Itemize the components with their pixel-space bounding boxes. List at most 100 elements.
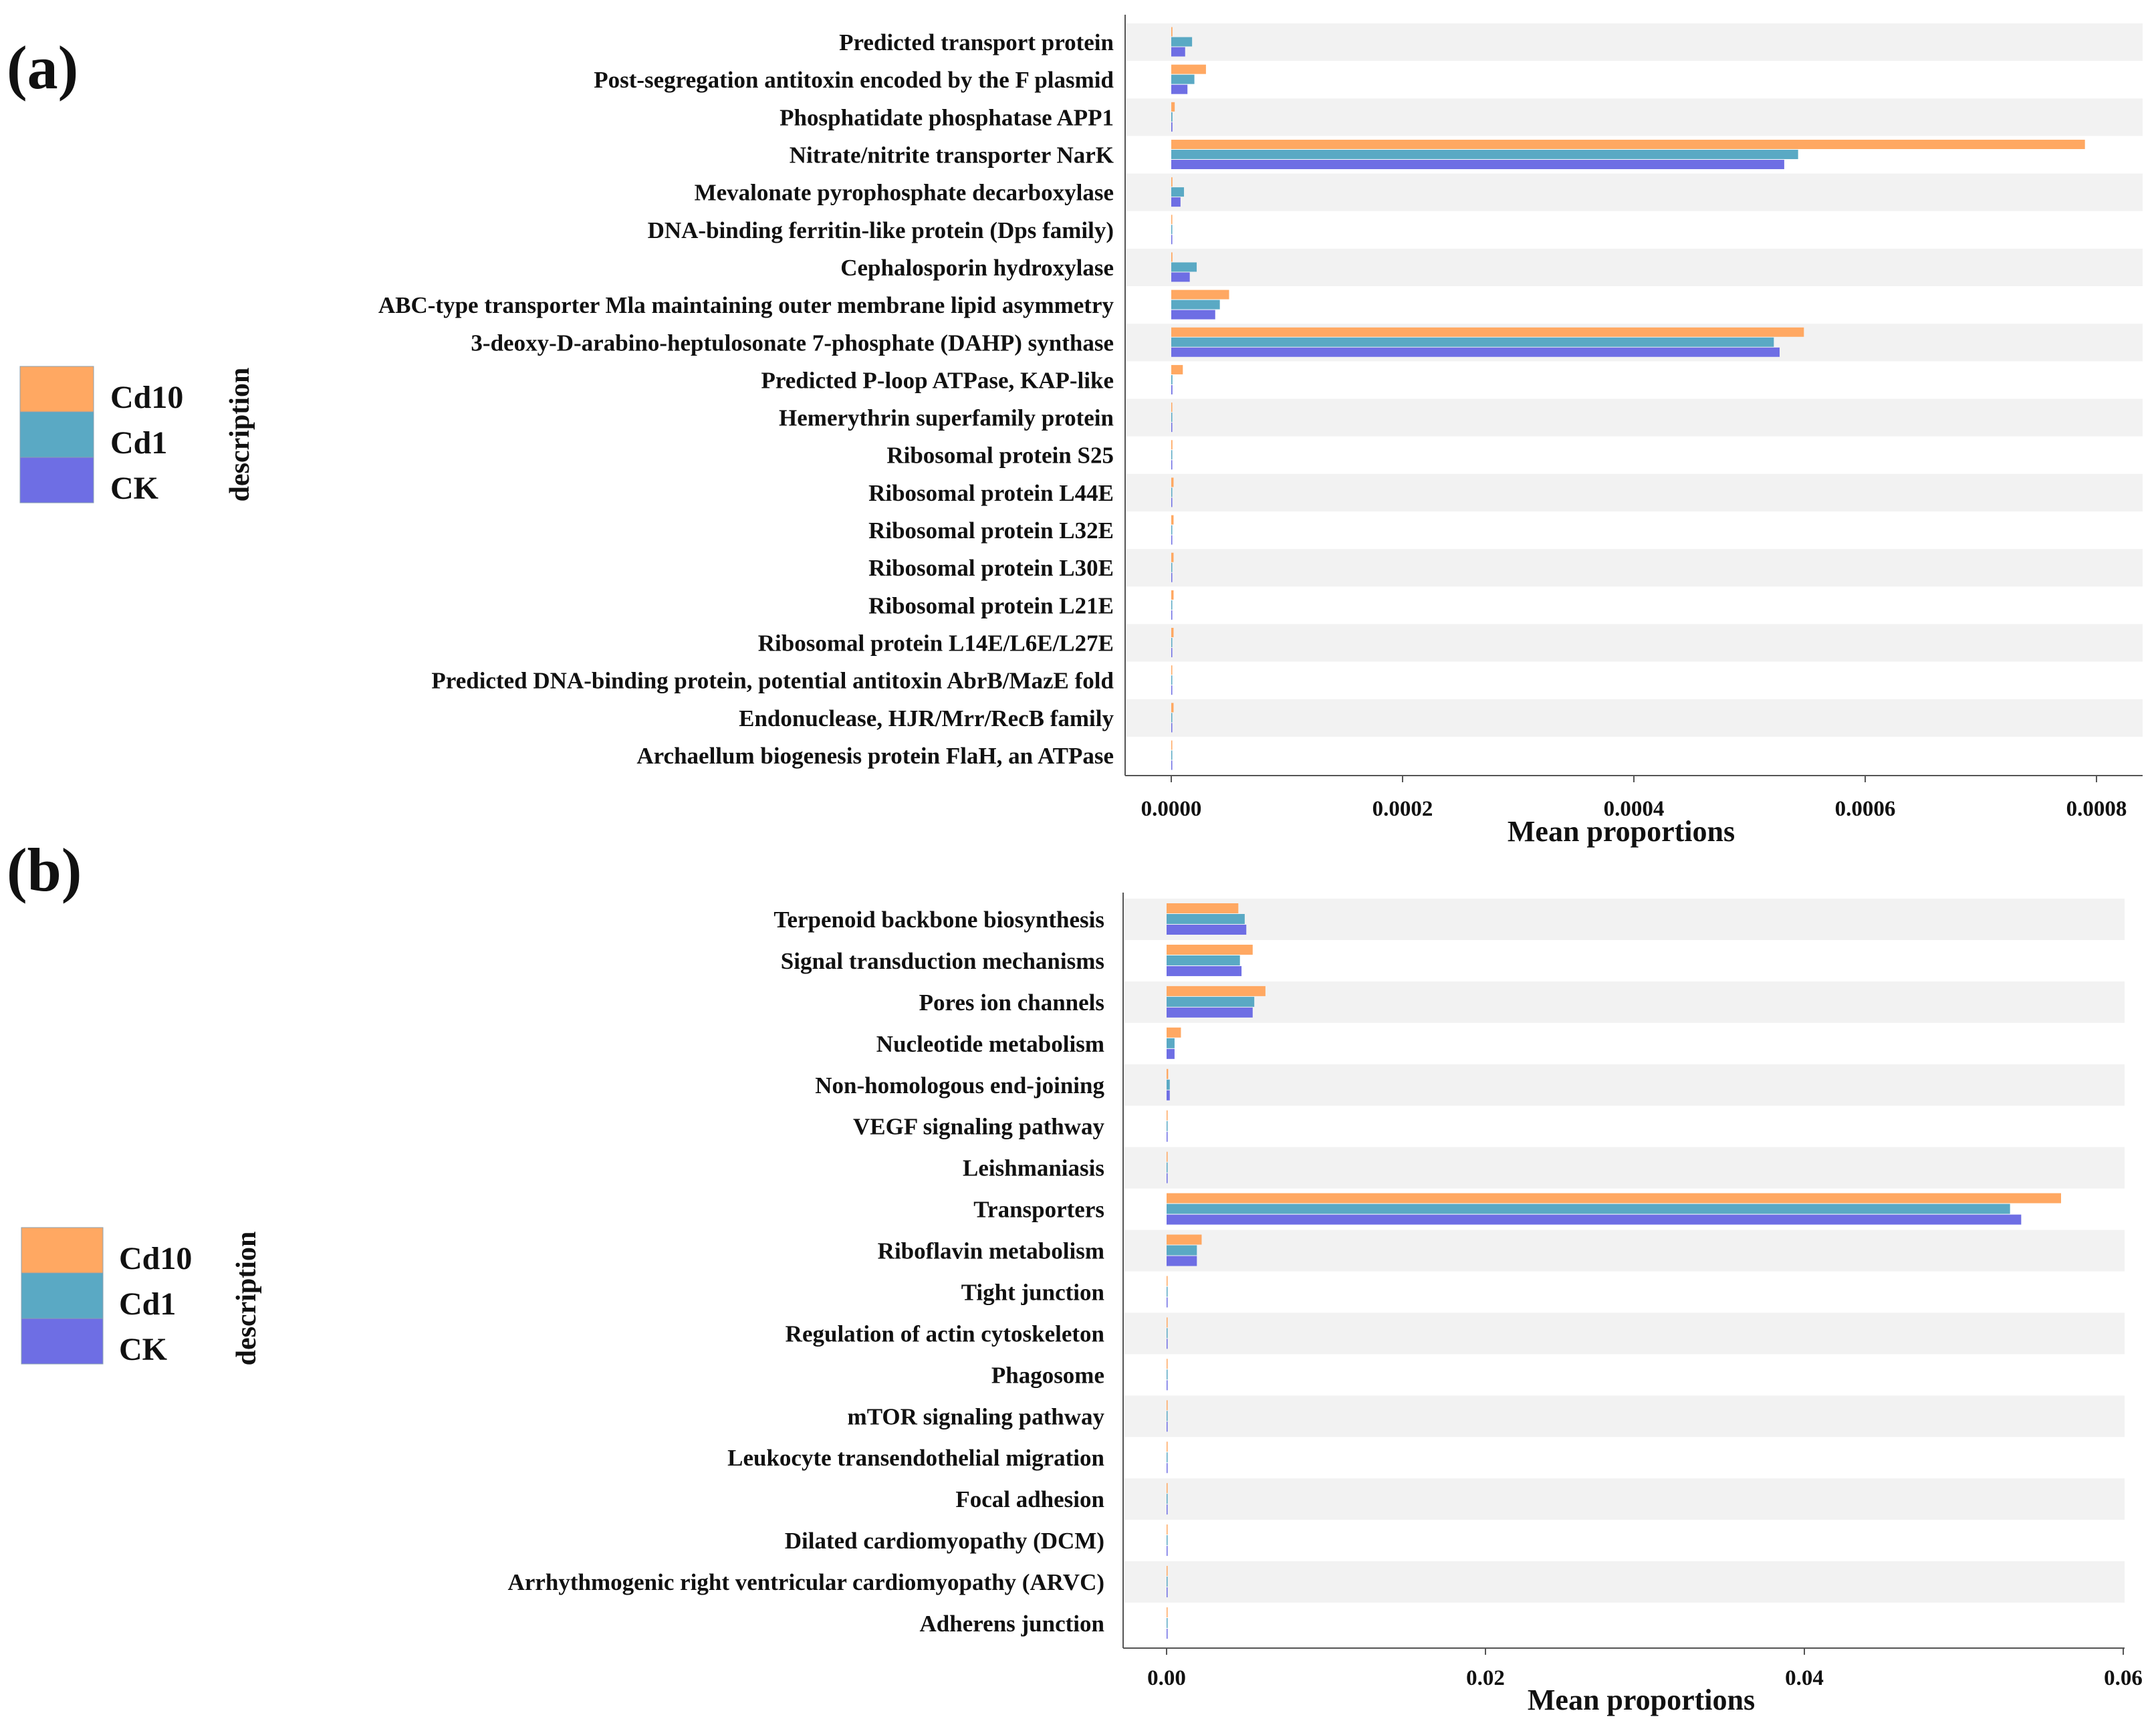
bar-cd10: [1167, 1234, 1202, 1245]
bar-cd1: [1171, 638, 1173, 648]
bar-ck: [1167, 925, 1247, 935]
bar-ck: [1171, 460, 1173, 470]
bar-ck: [1167, 1339, 1168, 1349]
bar-cd10: [1171, 290, 1229, 300]
row-band: [1126, 23, 2143, 62]
bar-cd10: [1171, 252, 1173, 262]
bar-cd10: [1167, 1027, 1181, 1038]
row-band: [1124, 1147, 2125, 1189]
bar-ck: [1167, 1007, 1253, 1018]
bar-ck: [1171, 159, 1784, 169]
bar-cd10: [1167, 1607, 1168, 1617]
bar-cd1: [1167, 1245, 1197, 1256]
row-band: [1126, 549, 2143, 587]
bar-cd10: [1171, 590, 1174, 600]
bar-cd10: [1171, 215, 1173, 225]
bar-cd1: [1167, 955, 1240, 965]
bar-cd10: [1167, 1400, 1168, 1411]
legend-swatch-ck: [19, 457, 94, 503]
category-label: Predicted P-loop ATPase, KAP-like: [761, 367, 1114, 393]
bar-cd1: [1167, 1286, 1168, 1297]
bar-ck: [1171, 723, 1173, 733]
category-label: Phagosome: [991, 1362, 1104, 1388]
bar-ck: [1171, 610, 1173, 620]
bar-cd10: [1171, 64, 1206, 74]
y-axis-title: description: [225, 368, 255, 502]
bar-cd1: [1171, 374, 1173, 384]
bar-cd1: [1171, 187, 1185, 197]
x-tick-label: 0.0006: [1835, 797, 1896, 821]
category-label: Signal transduction mechanisms: [781, 948, 1104, 974]
category-label: Cephalosporin hydroxylase: [840, 255, 1114, 281]
bar-cd1: [1171, 487, 1173, 497]
bar-cd1: [1171, 300, 1220, 310]
x-tick-label: 0.0002: [1372, 797, 1433, 821]
bar-cd1: [1171, 562, 1173, 572]
category-label: Ribosomal protein L30E: [868, 555, 1114, 581]
bar-ck: [1171, 648, 1173, 658]
bar-cd1: [1167, 1411, 1168, 1421]
bar-cd10: [1171, 402, 1173, 413]
chart-panel-a: Predicted transport protein Post-segregat…: [7, 15, 2143, 848]
category-label: Nitrate/nitrite transporter NarK: [790, 142, 1114, 168]
bar-cd10: [1167, 1193, 2061, 1203]
chart-panel-b: Terpenoid backbone biosynthesis Signal tr…: [7, 836, 2143, 1716]
bar-ck: [1171, 384, 1173, 394]
bar-cd10: [1167, 944, 1253, 955]
category-label: Hemerythrin superfamily protein: [779, 405, 1114, 431]
panel-label: (a): [7, 33, 78, 102]
bar-cd10: [1171, 177, 1173, 187]
row-band: [1126, 248, 2143, 287]
row-band: [1124, 1230, 2125, 1272]
bar-ck: [1167, 1587, 1168, 1598]
bar-cd10: [1171, 440, 1173, 450]
row-band: [1124, 1312, 2125, 1355]
bar-ck: [1171, 535, 1173, 545]
panel-label: (b): [7, 836, 82, 904]
row-band: [1126, 173, 2143, 211]
bar-ck: [1167, 1546, 1168, 1557]
row-band: [1126, 98, 2143, 136]
category-label: Ribosomal protein L32E: [868, 517, 1114, 544]
bar-cd1: [1171, 713, 1173, 723]
row-band: [1124, 1064, 2125, 1106]
x-axis-title: Mean proportions: [1528, 1684, 1755, 1716]
bar-ck: [1171, 235, 1173, 245]
bar-cd10: [1171, 552, 1174, 562]
x-tick-label: 0.0000: [1141, 797, 1202, 821]
legend-swatch-cd1: [21, 1272, 104, 1319]
row-band: [1124, 1561, 2125, 1603]
legend-label-ck: CK: [119, 1332, 167, 1367]
x-tick-label: 0.00: [1147, 1666, 1186, 1690]
category-label: Dilated cardiomyopathy (DCM): [785, 1528, 1104, 1554]
category-label: Phosphatidate phosphatase APP1: [780, 104, 1114, 130]
category-label: Predicted DNA-binding protein, potential…: [431, 668, 1114, 694]
row-band: [1126, 624, 2143, 662]
bar-ck: [1167, 1090, 1170, 1101]
bar-ck: [1167, 1173, 1168, 1183]
category-label: Ribosomal protein L21E: [868, 592, 1114, 618]
bar-ck: [1171, 122, 1173, 132]
bar-cd1: [1171, 525, 1173, 535]
row-band: [1126, 473, 2143, 511]
legend-label-cd1: Cd1: [119, 1286, 176, 1322]
category-label: Transporters: [973, 1197, 1104, 1223]
x-axis-title: Mean proportions: [1508, 815, 1735, 848]
bar-cd10: [1171, 703, 1174, 713]
bar-cd10: [1171, 628, 1174, 638]
bar-cd10: [1171, 515, 1174, 525]
bar-cd10: [1171, 139, 2085, 149]
bar-cd1: [1171, 600, 1173, 610]
x-tick-label: 0.0008: [2066, 797, 2127, 821]
bar-cd10: [1167, 1110, 1168, 1121]
bar-ck: [1171, 685, 1173, 695]
bar-cd1: [1167, 996, 1255, 1007]
bar-ck: [1171, 84, 1188, 94]
bar-ck: [1171, 572, 1173, 582]
bar-ck: [1171, 272, 1190, 282]
category-label: Adherens junction: [920, 1611, 1104, 1637]
bar-cd1: [1171, 149, 1798, 159]
legend-label-cd10: Cd10: [110, 380, 183, 415]
bar-cd10: [1167, 986, 1266, 996]
